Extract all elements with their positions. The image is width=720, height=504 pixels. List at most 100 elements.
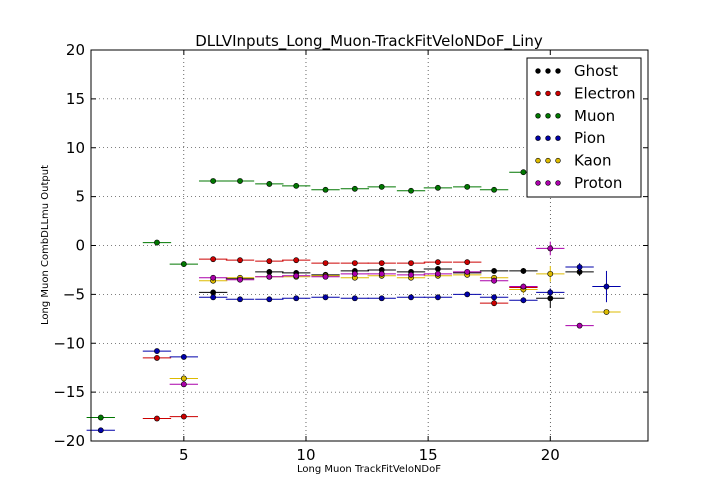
proton-marker xyxy=(464,268,471,275)
muon-point xyxy=(198,178,228,184)
pion-marker xyxy=(435,294,441,301)
legend-marker xyxy=(555,68,561,74)
pion-point xyxy=(396,294,426,301)
legend-marker xyxy=(555,113,561,119)
proton-point xyxy=(396,271,426,278)
kaon-marker xyxy=(547,270,554,277)
muon-marker xyxy=(491,186,497,193)
y-tick-label: 5 xyxy=(75,188,85,206)
y-tick-label: 15 xyxy=(66,90,85,108)
legend-marker xyxy=(555,135,561,141)
legend-item-muon: Muon xyxy=(535,107,615,125)
proton-point xyxy=(311,273,340,280)
muon-marker xyxy=(378,183,385,190)
y-tick-label: 10 xyxy=(66,139,85,157)
legend-marker xyxy=(545,157,551,164)
series-muon xyxy=(86,169,538,421)
electron-point xyxy=(367,260,396,266)
legend-item-ghost: Ghost xyxy=(535,62,618,80)
x-tick-label: 15 xyxy=(419,446,438,464)
ghost-point xyxy=(423,266,453,272)
pion-marker xyxy=(293,295,300,302)
pion-marker xyxy=(210,294,217,301)
proton-point xyxy=(536,241,565,256)
pion-point xyxy=(453,291,482,298)
electron-point xyxy=(311,260,340,266)
electron-marker xyxy=(378,260,385,266)
electron-marker xyxy=(293,257,300,264)
muon-point xyxy=(142,239,172,246)
muon-marker xyxy=(408,187,414,194)
muon-marker xyxy=(210,178,217,184)
muon-point xyxy=(367,183,396,190)
legend-marker xyxy=(545,68,551,74)
legend-marker xyxy=(535,90,541,97)
proton-point xyxy=(225,276,255,283)
pion-point xyxy=(169,354,199,360)
electron-point xyxy=(396,260,426,266)
pion-point xyxy=(340,295,370,302)
electron-marker xyxy=(491,300,497,307)
proton-marker xyxy=(547,245,554,252)
proton-marker xyxy=(520,283,527,290)
muon-point xyxy=(453,183,482,190)
muon-marker xyxy=(464,183,471,190)
electron-point xyxy=(255,258,284,265)
legend-marker xyxy=(555,90,561,97)
electron-marker xyxy=(351,260,358,266)
ghost-marker xyxy=(520,268,527,274)
electron-marker xyxy=(322,260,329,266)
legend-label: Muon xyxy=(574,107,615,125)
series-pion xyxy=(86,263,621,434)
electron-marker xyxy=(154,415,160,422)
pion-point xyxy=(255,296,284,303)
muon-point xyxy=(169,261,199,267)
electron-point xyxy=(340,260,370,266)
muon-marker xyxy=(435,184,441,191)
legend-marker xyxy=(535,180,541,186)
proton-point xyxy=(367,270,396,277)
series-electron xyxy=(142,256,538,422)
pion-marker xyxy=(520,297,527,304)
electron-point xyxy=(282,257,311,264)
legend: Ghost Electron Muon Pion Kaon Proton xyxy=(526,57,642,198)
pion-marker xyxy=(464,291,471,298)
series-proton xyxy=(169,241,594,388)
proton-point xyxy=(255,273,284,280)
pion-marker xyxy=(576,264,583,270)
proton-point xyxy=(453,268,482,275)
proton-marker xyxy=(210,274,217,281)
electron-marker xyxy=(435,259,441,266)
y-tick-label: −5 xyxy=(63,285,85,303)
kaon-marker xyxy=(603,309,610,315)
electron-point xyxy=(453,259,482,266)
legend-label: Proton xyxy=(574,174,622,192)
chart-title: DLLVInputs_Long_Muon-TrackFitVeloNDoF_Li… xyxy=(195,32,543,51)
ghost-marker xyxy=(547,295,554,302)
proton-marker xyxy=(351,270,358,277)
muon-point xyxy=(311,186,340,193)
legend-item-proton: Proton xyxy=(535,174,622,192)
kaon-point xyxy=(169,375,199,382)
y-tick-label: −10 xyxy=(53,334,85,352)
legend-marker xyxy=(555,180,561,186)
muon-marker xyxy=(293,182,300,189)
legend-item-pion: Pion xyxy=(535,129,606,147)
pion-marker xyxy=(408,294,414,301)
x-tick-label: 20 xyxy=(541,446,560,464)
electron-point xyxy=(142,415,172,422)
muon-point xyxy=(282,182,311,189)
legend-item-electron: Electron xyxy=(535,84,636,102)
x-tick-label: 10 xyxy=(296,446,315,464)
proton-marker xyxy=(408,271,414,278)
pion-point xyxy=(565,263,594,271)
pion-point xyxy=(282,295,311,302)
proton-marker xyxy=(491,277,497,284)
electron-marker xyxy=(408,260,414,266)
y-axis-label: Long Muon CombDLLmu Output xyxy=(40,165,51,325)
kaon-point xyxy=(340,274,370,281)
ghost-point xyxy=(509,267,538,274)
muon-marker xyxy=(266,181,273,187)
kaon-point xyxy=(536,266,565,282)
proton-point xyxy=(282,272,311,279)
